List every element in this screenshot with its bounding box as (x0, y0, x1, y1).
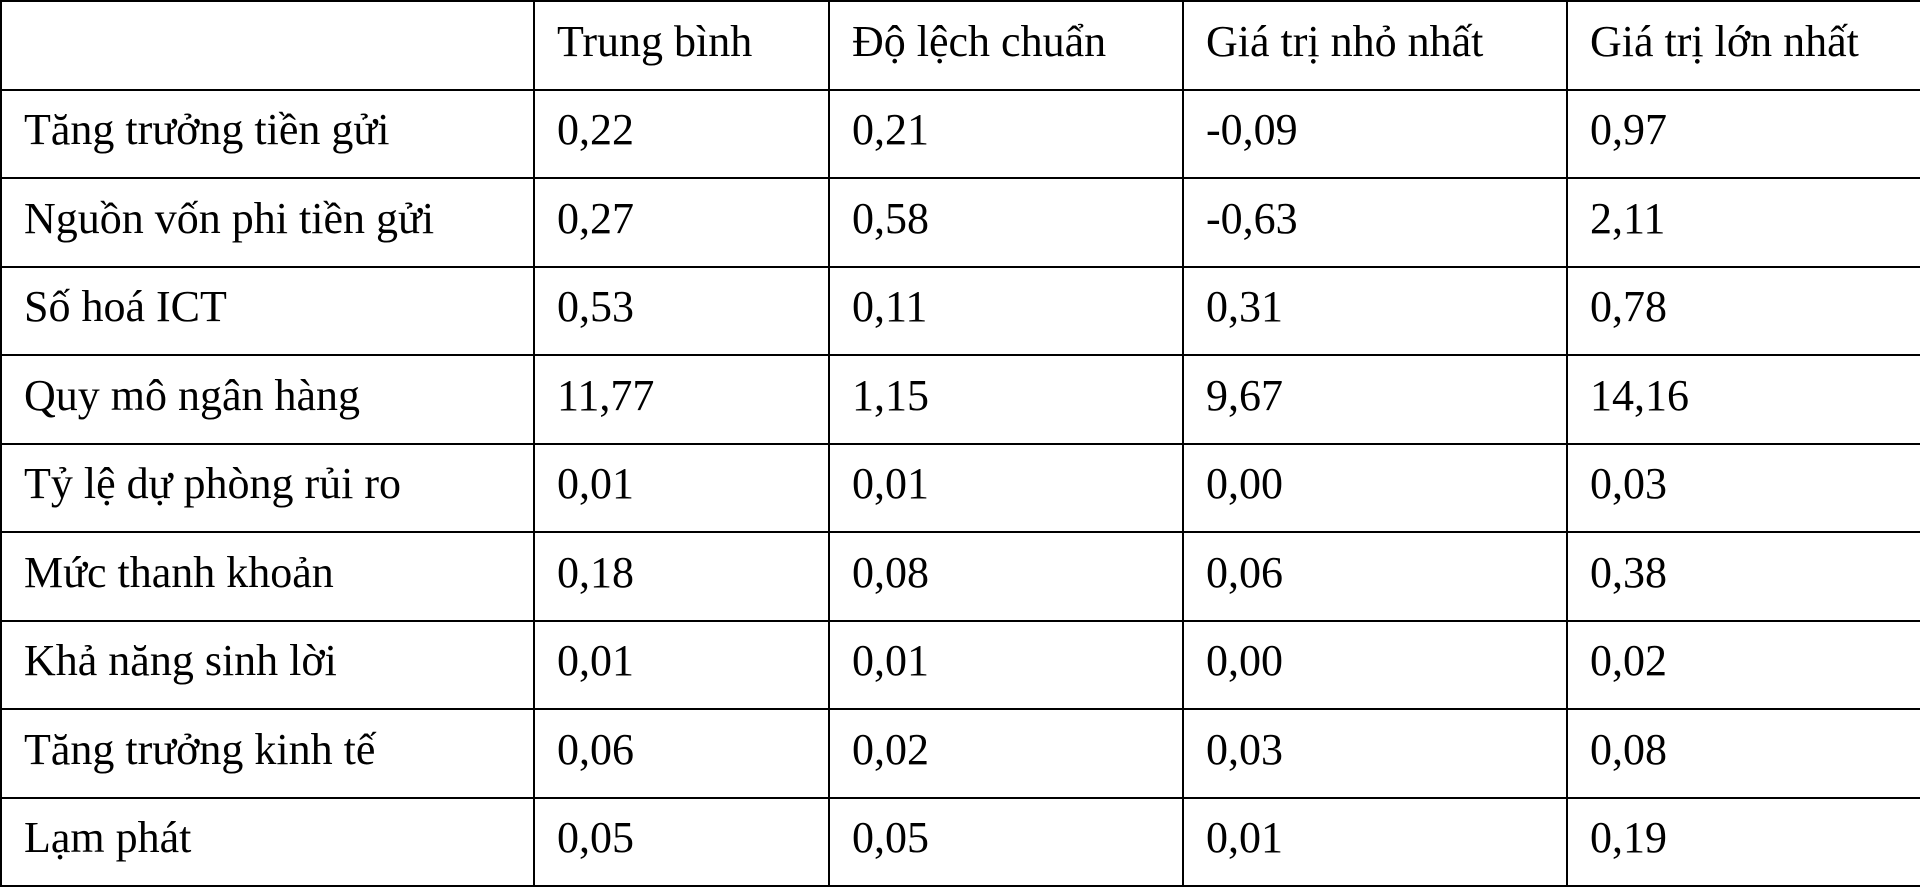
table-row: Mức thanh khoản 0,18 0,08 0,06 0,38 (0, 531, 1920, 622)
value-cell: 0,31 (1182, 265, 1568, 356)
table-row: Tỷ lệ dự phòng rủi ro 0,01 0,01 0,00 0,03 (0, 442, 1920, 533)
corner-cell (0, 0, 535, 91)
row-label: Tăng trưởng kinh tế (0, 708, 535, 799)
table-row: Tăng trưởng kinh tế 0,06 0,02 0,03 0,08 (0, 708, 1920, 799)
row-label: Nguồn vốn phi tiền gửi (0, 177, 535, 268)
table-row: Nguồn vốn phi tiền gửi 0,27 0,58 -0,63 2,11 (0, 177, 1920, 268)
table-head: Trung bình Độ lệch chuẩn Giá trị nhỏ nhất G… (0, 0, 1920, 91)
value-cell: 2,11 (1566, 177, 1920, 268)
column-header: Độ lệch chuẩn (828, 0, 1184, 91)
row-label: Quy mô ngân hàng (0, 354, 535, 445)
value-cell: 0,03 (1182, 708, 1568, 799)
value-cell: 0,19 (1566, 796, 1920, 887)
table-row: Khả năng sinh lời 0,01 0,01 0,00 0,02 (0, 619, 1920, 710)
value-cell: 0,06 (1182, 531, 1568, 622)
value-cell: 0,08 (828, 531, 1184, 622)
table-row: Lạm phát 0,05 0,05 0,01 0,19 (0, 796, 1920, 887)
value-cell: 0,05 (533, 796, 830, 887)
value-cell: 0,03 (1566, 442, 1920, 533)
table-row: Tăng trưởng tiền gửi 0,22 0,21 -0,09 0,97 (0, 88, 1920, 179)
value-cell: 0,11 (828, 265, 1184, 356)
value-cell: 0,27 (533, 177, 830, 268)
row-label: Tăng trưởng tiền gửi (0, 88, 535, 179)
value-cell: 0,00 (1182, 619, 1568, 710)
value-cell: -0,63 (1182, 177, 1568, 268)
value-cell: 0,02 (1566, 619, 1920, 710)
value-cell: 0,08 (1566, 708, 1920, 799)
value-cell: 0,01 (828, 619, 1184, 710)
row-label: Lạm phát (0, 796, 535, 887)
value-cell: 0,01 (533, 619, 830, 710)
value-cell: 0,01 (1182, 796, 1568, 887)
value-cell: 1,15 (828, 354, 1184, 445)
table-row: Quy mô ngân hàng 11,77 1,15 9,67 14,16 (0, 354, 1920, 445)
value-cell: 0,53 (533, 265, 830, 356)
row-label: Tỷ lệ dự phòng rủi ro (0, 442, 535, 533)
row-label: Khả năng sinh lời (0, 619, 535, 710)
value-cell: 0,02 (828, 708, 1184, 799)
header-row: Trung bình Độ lệch chuẩn Giá trị nhỏ nhất G… (0, 0, 1920, 91)
value-cell: 0,06 (533, 708, 830, 799)
value-cell: 11,77 (533, 354, 830, 445)
table-body: Tăng trưởng tiền gửi 0,22 0,21 -0,09 0,97 Ngu… (0, 88, 1920, 887)
row-label: Mức thanh khoản (0, 531, 535, 622)
value-cell: 14,16 (1566, 354, 1920, 445)
value-cell: 0,00 (1182, 442, 1568, 533)
row-label: Số hoá ICT (0, 265, 535, 356)
value-cell: 0,01 (828, 442, 1184, 533)
column-header: Trung bình (533, 0, 830, 91)
table-row: Số hoá ICT 0,53 0,11 0,31 0,78 (0, 265, 1920, 356)
column-header: Giá trị nhỏ nhất (1182, 0, 1568, 91)
value-cell: 0,97 (1566, 88, 1920, 179)
value-cell: 0,01 (533, 442, 830, 533)
value-cell: 0,78 (1566, 265, 1920, 356)
value-cell: 0,18 (533, 531, 830, 622)
value-cell: 0,38 (1566, 531, 1920, 622)
value-cell: -0,09 (1182, 88, 1568, 179)
value-cell: 0,05 (828, 796, 1184, 887)
column-header: Giá trị lớn nhất (1566, 0, 1920, 91)
value-cell: 0,21 (828, 88, 1184, 179)
value-cell: 9,67 (1182, 354, 1568, 445)
value-cell: 0,58 (828, 177, 1184, 268)
value-cell: 0,22 (533, 88, 830, 179)
